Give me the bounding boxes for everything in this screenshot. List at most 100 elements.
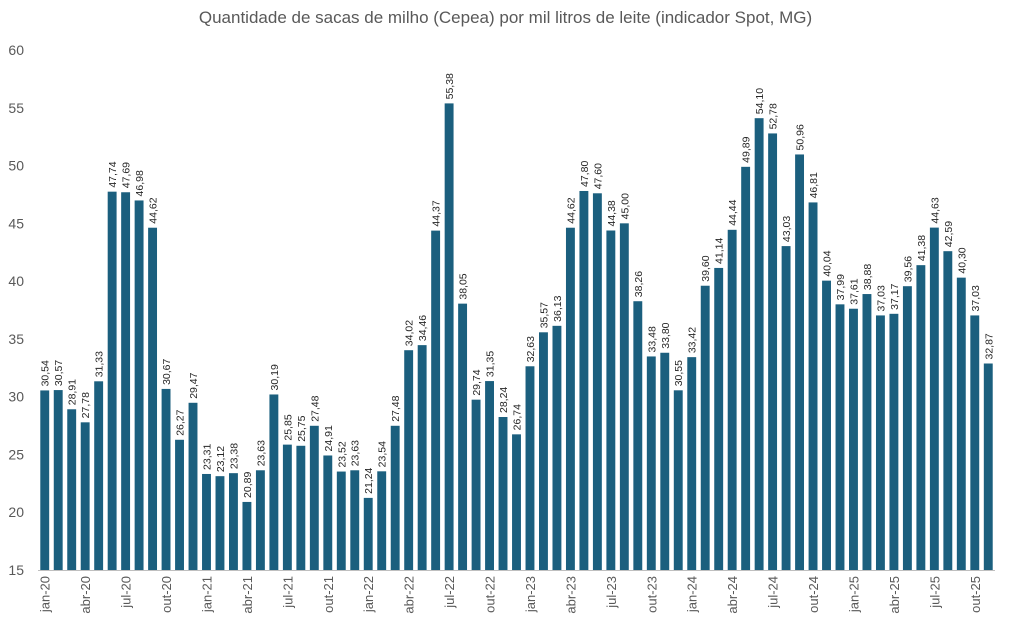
- bar-jun-25: [916, 265, 926, 570]
- bar-ago-23: [619, 223, 629, 570]
- bar-abr-20: [80, 422, 90, 570]
- data-label: 27,78: [80, 392, 92, 418]
- bar-nov-23: [660, 352, 670, 570]
- data-label: 36,13: [552, 295, 564, 321]
- bar-mar-22: [390, 425, 400, 570]
- data-label: 28,91: [67, 379, 79, 405]
- data-label: 43,03: [781, 216, 793, 242]
- bar-abr-23: [565, 227, 575, 570]
- x-tick-label: jan-23: [523, 576, 538, 613]
- bar-set-24: [795, 154, 805, 570]
- data-label: 46,98: [134, 170, 146, 196]
- x-tick-label: jul-22: [442, 576, 457, 609]
- y-tick-label: 40: [8, 273, 24, 289]
- bar-mai-25: [902, 286, 912, 570]
- bar-ago-22: [458, 303, 468, 570]
- bar-jun-24: [754, 118, 764, 571]
- y-tick-label: 55: [8, 100, 24, 116]
- bar-set-22: [471, 399, 481, 570]
- data-label: 29,74: [471, 369, 483, 395]
- bar-nov-24: [822, 280, 831, 570]
- data-label: 47,80: [579, 161, 591, 187]
- bar-dez-20: [188, 402, 198, 570]
- data-label: 38,26: [633, 271, 645, 297]
- x-tick-label: jan-22: [361, 576, 376, 613]
- x-tick-label: out-20: [159, 576, 174, 613]
- chart-title: Quantidade de sacas de milho (Cepea) por…: [198, 8, 813, 27]
- bar-nov-21: [336, 471, 346, 570]
- data-label: 46,81: [808, 172, 820, 198]
- data-label: 29,47: [188, 372, 200, 398]
- data-label: 28,24: [498, 387, 510, 413]
- y-tick-label: 35: [8, 331, 24, 347]
- data-label: 25,85: [282, 414, 294, 440]
- x-tick-label: abr-25: [887, 576, 902, 614]
- x-tick-label: out-25: [968, 576, 983, 613]
- bar-abr-21: [242, 501, 252, 570]
- data-label: 24,91: [323, 425, 335, 451]
- data-label: 23,38: [228, 443, 240, 469]
- data-label: 33,80: [660, 322, 672, 348]
- data-label: 32,87: [983, 333, 995, 359]
- data-label: 25,75: [296, 415, 308, 441]
- data-label: 52,78: [768, 103, 780, 129]
- x-tick-label: jul-25: [927, 576, 942, 609]
- y-tick-label: 25: [8, 446, 24, 462]
- data-label: 47,60: [592, 163, 604, 189]
- data-label: 27,48: [309, 395, 321, 421]
- bar-jun-21: [269, 394, 279, 570]
- data-label: 37,03: [970, 285, 982, 311]
- bar-set-21: [309, 425, 319, 570]
- data-label: 21,24: [363, 467, 375, 493]
- data-label: 37,17: [889, 283, 901, 309]
- data-label: 39,56: [902, 256, 914, 282]
- y-tick-label: 50: [8, 158, 24, 174]
- x-tick-label: out-21: [321, 576, 336, 613]
- data-label: 42,59: [943, 221, 955, 247]
- x-tick-label: abr-23: [563, 576, 578, 614]
- x-tick-label: jul-23: [604, 576, 619, 609]
- bar-mar-25: [875, 315, 885, 570]
- y-tick-label: 60: [8, 42, 24, 58]
- x-tick-label: jan-21: [199, 576, 214, 613]
- data-label: 23,63: [255, 440, 267, 466]
- data-label: 26,27: [175, 409, 187, 435]
- data-label: 20,89: [242, 472, 254, 498]
- x-tick-label: jul-21: [280, 576, 295, 609]
- x-tick-label: jan-24: [685, 576, 700, 613]
- data-label: 35,57: [538, 302, 550, 328]
- bar-abr-25: [889, 313, 899, 570]
- x-tick-label: jan-20: [38, 576, 53, 613]
- data-label: 33,48: [646, 326, 658, 352]
- bar-mai-24: [741, 166, 751, 570]
- bar-out-25: [970, 315, 980, 570]
- bar-jan-23: [525, 366, 535, 570]
- bar-jan-24: [687, 357, 697, 570]
- y-tick-label: 30: [8, 389, 24, 405]
- data-label: 23,63: [350, 440, 362, 466]
- data-label: 30,55: [673, 360, 685, 386]
- bar-jul-20: [121, 192, 131, 570]
- data-label: 47,69: [121, 162, 133, 188]
- data-label: 34,46: [417, 315, 429, 341]
- x-tick-label: jul-20: [119, 576, 134, 609]
- data-label: 33,42: [687, 327, 699, 353]
- bar-fev-22: [377, 471, 387, 570]
- bar-jan-22: [363, 497, 373, 570]
- data-label: 30,19: [269, 364, 281, 390]
- bar-nov-25: [983, 363, 993, 570]
- data-label: 37,99: [835, 274, 847, 300]
- y-tick-label: 20: [8, 504, 24, 520]
- x-tick-label: out-24: [806, 576, 821, 613]
- y-axis: 15 20 25 30 35 40 45 50 55 60: [8, 42, 24, 578]
- bar-set-20: [148, 227, 158, 570]
- bar-mar-20: [67, 409, 77, 570]
- data-label: 41,38: [916, 235, 928, 261]
- data-label: 44,38: [606, 200, 618, 226]
- data-label: 23,52: [336, 441, 348, 467]
- x-tick-label: jan-25: [846, 576, 861, 613]
- bar-nov-20: [175, 439, 184, 570]
- bar-ago-25: [943, 251, 953, 570]
- bar-mar-21: [229, 473, 238, 570]
- bar-dez-21: [350, 470, 360, 570]
